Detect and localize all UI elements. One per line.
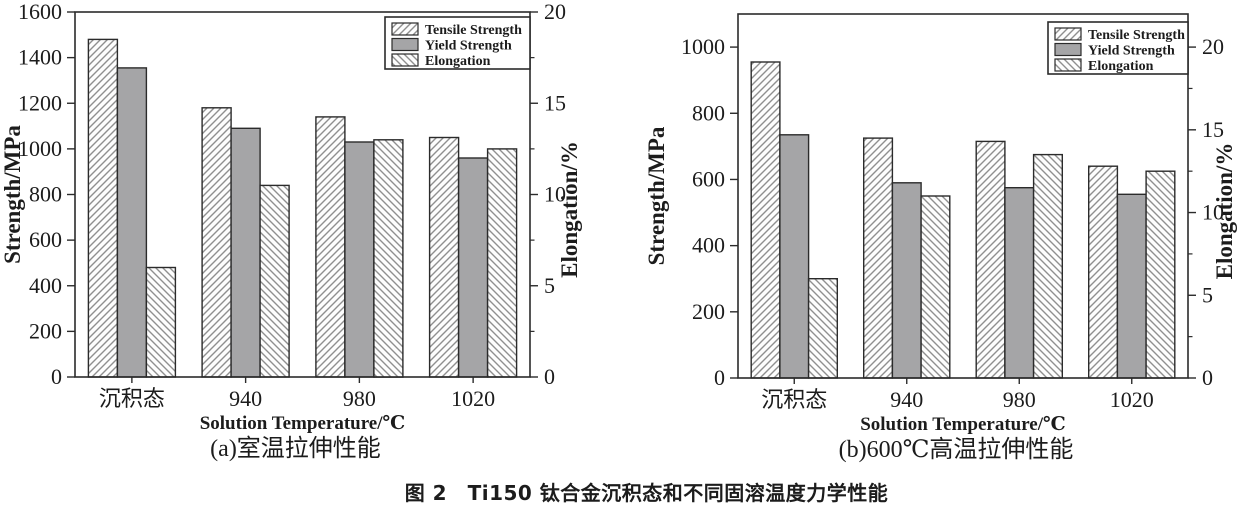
bar-yield-strength-940	[230, 127, 261, 378]
y-axis-title-left: Strength/MPa	[644, 126, 669, 265]
chart-svg-b: 0 200 400 600 800 1000 0 5 10 15 20 沉积态 940 980 1020 St…	[644, 13, 1237, 463]
axis-x: 沉积态 940 980 1020	[99, 377, 495, 411]
legend-label: Yield Strength	[1088, 44, 1175, 59]
legend-label: Tensile Strength	[425, 23, 522, 38]
tick-label-right: 5	[1202, 282, 1213, 307]
bar-elongation-1020	[486, 148, 518, 378]
bar-yield-strength-940	[891, 182, 922, 379]
y-axis-title-right: Elongation/%	[557, 141, 582, 278]
bars-group	[750, 61, 1176, 379]
legend-swatch-hatch-down	[391, 53, 419, 67]
x-axis-title: Solution Temperature/℃	[200, 413, 406, 434]
bar-tensile-strength-沉积态	[87, 38, 119, 378]
bar-elongation-沉积态	[807, 278, 839, 379]
tick-label-left: 200	[29, 318, 62, 343]
bar-elongation-沉积态	[145, 266, 177, 378]
category-label: 沉积态	[761, 387, 827, 412]
tick-label-left: 1600	[18, 0, 62, 24]
tick-label-left: 800	[692, 100, 725, 125]
tick-label-right: 10	[1202, 200, 1224, 225]
category-label: 1020	[1110, 387, 1154, 412]
bar-elongation-940	[259, 184, 290, 378]
tick-label-right: 10	[544, 182, 566, 207]
bar-tensile-strength-980	[315, 116, 346, 378]
legend-label: Elongation	[425, 54, 491, 69]
tick-label-left: 1200	[18, 90, 62, 115]
bars-group	[87, 38, 518, 378]
bar-elongation-1020	[1145, 170, 1176, 379]
bar-tensile-strength-1020	[428, 136, 460, 378]
chart-b-600c-tensile: 0 200 400 600 800 1000 0 5 10 15 20 沉积态 940 980 1020 St…	[620, 0, 1249, 470]
legend-label: Tensile Strength	[1088, 28, 1185, 43]
tick-label-right: 20	[1202, 34, 1224, 59]
legend-swatch-hatch-up	[391, 22, 419, 36]
bar-tensile-strength-940	[862, 137, 894, 379]
axis-right: 0 5 10 15 20	[1188, 34, 1224, 390]
bar-tensile-strength-1020	[1088, 165, 1119, 379]
tick-label-right: 20	[544, 0, 566, 24]
tick-label-left: 1000	[681, 34, 725, 59]
figure-caption: 图 2 Ti150 钛合金沉积态和不同固溶温度力学性能	[404, 481, 889, 505]
tick-label-left: 1000	[18, 136, 62, 161]
tick-label-right: 5	[544, 273, 555, 298]
legend-label: Elongation	[1088, 59, 1154, 74]
tick-label-left: 600	[29, 227, 62, 252]
bar-yield-strength-1020	[1116, 193, 1147, 379]
tick-label-left: 1400	[18, 45, 62, 70]
category-label: 980	[343, 386, 376, 411]
category-label: 1020	[451, 386, 495, 411]
legend-swatch-hatch-up	[1054, 27, 1082, 41]
bar-elongation-980	[373, 139, 404, 378]
tick-label-left: 200	[692, 299, 725, 324]
x-axis-title: Solution Temperature/℃	[860, 414, 1066, 435]
axis-left: 0 200 400 600 800 1000 1200 1400 1600	[18, 0, 75, 389]
panel-caption: (b)600℃高温拉伸性能	[839, 436, 1074, 463]
y-axis-title-left: Strength/MPa	[0, 125, 25, 264]
tick-label-right: 15	[1202, 117, 1224, 142]
bar-tensile-strength-940	[201, 107, 232, 378]
legend-swatch-solid	[391, 37, 419, 52]
chart-svg-a: 0 200 400 600 800 1000 1200 1400 1600 0 5 10 15 20 沉积态…	[0, 0, 582, 462]
chart-a-room-temp-tensile: 0 200 400 600 800 1000 1200 1400 1600 0 5 10 15 20 沉积态…	[0, 0, 620, 470]
bar-tensile-strength-沉积态	[750, 61, 781, 379]
tick-label-left: 400	[692, 233, 725, 258]
legend-label: Yield Strength	[425, 39, 512, 54]
bar-elongation-940	[920, 195, 951, 379]
bar-yield-strength-1020	[457, 157, 489, 378]
tick-label-left: 0	[51, 364, 62, 389]
category-label: 沉积态	[99, 386, 165, 411]
y-axis-title-right: Elongation/%	[1212, 143, 1237, 280]
bar-yield-strength-980	[1004, 186, 1035, 379]
bar-yield-strength-980	[344, 141, 375, 378]
category-label: 980	[1003, 387, 1036, 412]
tick-label-right: 0	[544, 364, 555, 389]
bar-elongation-980	[1032, 153, 1064, 379]
panel-caption: (a)室温拉伸性能	[210, 435, 381, 462]
tick-label-left: 400	[29, 273, 62, 298]
tick-label-left: 600	[692, 166, 725, 191]
tick-label-right: 0	[1202, 365, 1213, 390]
category-label: 940	[890, 387, 923, 412]
bar-yield-strength-沉积态	[116, 67, 148, 378]
plot-frame	[737, 13, 1189, 379]
legend-swatch-hatch-down	[1054, 58, 1082, 72]
axis-left: 0 200 400 600 800 1000	[681, 34, 738, 390]
tick-label-left: 0	[714, 365, 725, 390]
category-label: 940	[229, 386, 262, 411]
axis-right: 0 5 10 15 20	[530, 0, 566, 389]
bar-tensile-strength-980	[975, 140, 1006, 379]
axis-x: 沉积态 940 980 1020	[761, 378, 1154, 412]
legend-swatch-solid	[1054, 42, 1082, 57]
tick-label-left: 800	[29, 182, 62, 207]
bar-yield-strength-沉积态	[779, 134, 810, 379]
tick-label-right: 15	[544, 90, 566, 115]
